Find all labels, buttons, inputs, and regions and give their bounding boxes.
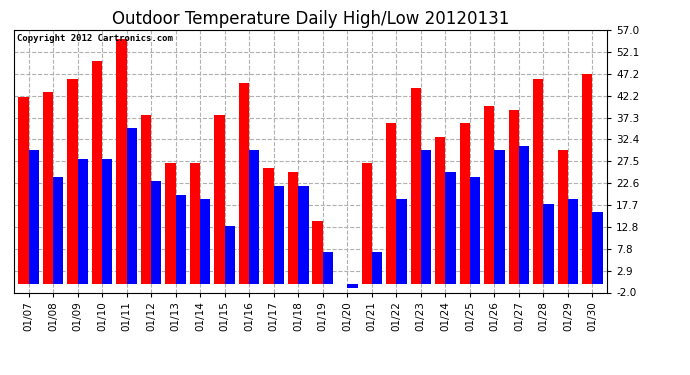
- Bar: [495, 150, 504, 284]
- Bar: [323, 252, 333, 284]
- Bar: [484, 106, 495, 284]
- Bar: [435, 137, 445, 284]
- Bar: [421, 150, 431, 284]
- Bar: [141, 114, 151, 284]
- Bar: [67, 79, 77, 284]
- Bar: [411, 88, 421, 284]
- Bar: [362, 164, 372, 284]
- Title: Outdoor Temperature Daily High/Low 20120131: Outdoor Temperature Daily High/Low 20120…: [112, 10, 509, 28]
- Bar: [225, 226, 235, 284]
- Bar: [544, 204, 554, 284]
- Bar: [126, 128, 137, 284]
- Bar: [77, 159, 88, 284]
- Bar: [274, 186, 284, 284]
- Bar: [396, 199, 406, 284]
- Bar: [347, 284, 357, 288]
- Bar: [239, 83, 249, 284]
- Bar: [215, 114, 225, 284]
- Bar: [519, 146, 529, 284]
- Bar: [53, 177, 63, 284]
- Bar: [593, 212, 603, 284]
- Bar: [176, 195, 186, 284]
- Bar: [43, 92, 53, 284]
- Bar: [18, 97, 28, 284]
- Bar: [445, 172, 455, 284]
- Bar: [460, 123, 470, 284]
- Bar: [200, 199, 210, 284]
- Bar: [166, 164, 176, 284]
- Bar: [470, 177, 480, 284]
- Bar: [386, 123, 396, 284]
- Bar: [298, 186, 308, 284]
- Bar: [264, 168, 274, 284]
- Bar: [190, 164, 200, 284]
- Bar: [582, 75, 593, 284]
- Bar: [288, 172, 298, 284]
- Bar: [558, 150, 568, 284]
- Bar: [117, 39, 126, 284]
- Bar: [92, 61, 102, 284]
- Bar: [533, 79, 544, 284]
- Bar: [509, 110, 519, 284]
- Bar: [568, 199, 578, 284]
- Bar: [249, 150, 259, 284]
- Bar: [151, 181, 161, 284]
- Bar: [28, 150, 39, 284]
- Bar: [313, 221, 323, 284]
- Text: Copyright 2012 Cartronics.com: Copyright 2012 Cartronics.com: [17, 34, 172, 43]
- Bar: [372, 252, 382, 284]
- Bar: [102, 159, 112, 284]
